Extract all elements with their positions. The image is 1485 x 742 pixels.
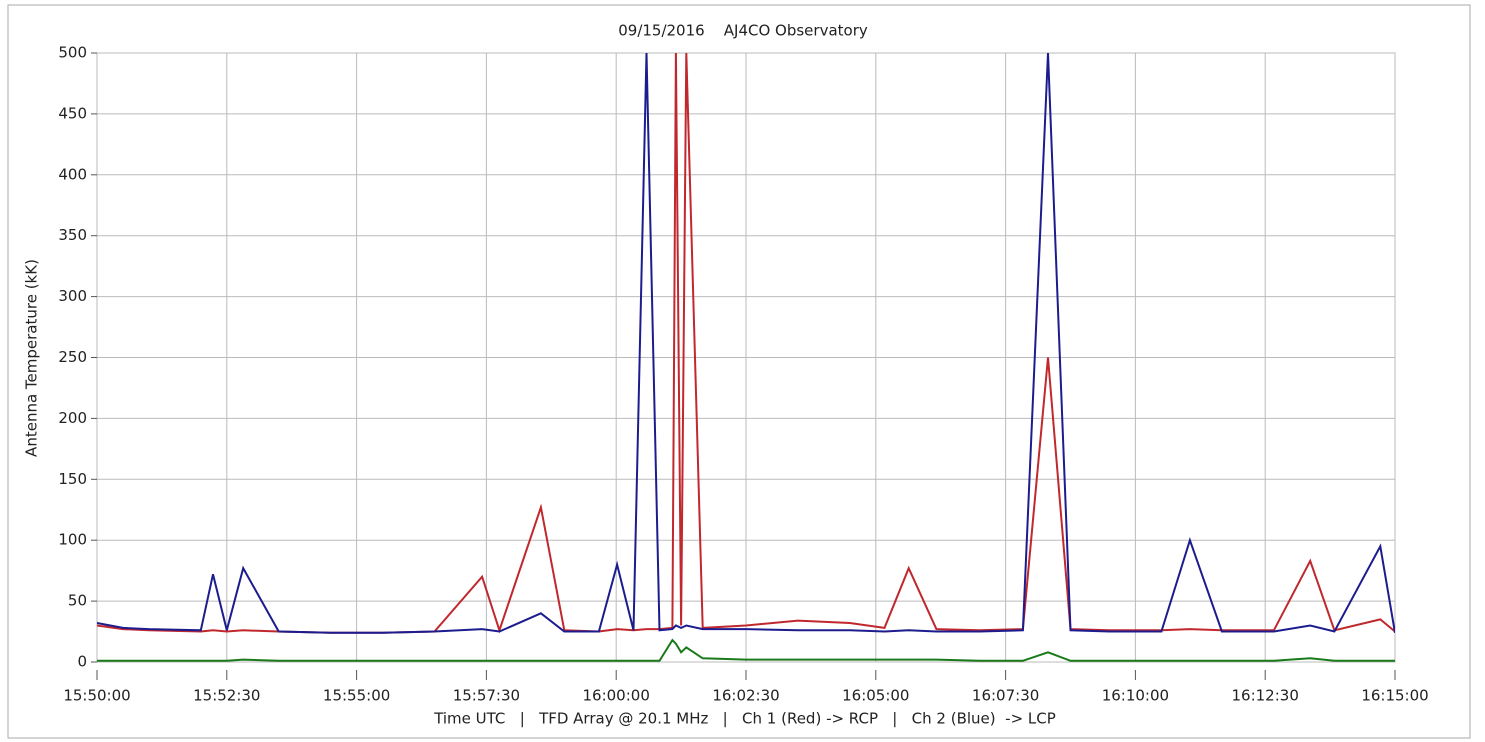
- y-tick-label: 450: [58, 104, 87, 122]
- series-line: [97, 53, 1395, 634]
- x-tick-label: 16:15:00: [1361, 687, 1428, 705]
- y-tick-label: 400: [58, 165, 87, 183]
- x-tick-label: 16:12:30: [1232, 687, 1299, 705]
- lines: [97, 53, 1395, 662]
- y-tick-label: 150: [58, 470, 87, 488]
- y-tick-label: 200: [58, 409, 87, 427]
- x-tick-label: 16:10:00: [1102, 687, 1169, 705]
- y-axis-label: Antenna Temperature (kK): [23, 259, 41, 457]
- chart-title: 09/15/2016 AJ4CO Observatory: [618, 22, 868, 40]
- y-tick-label: 100: [58, 531, 87, 549]
- series-line: [97, 638, 1395, 662]
- x-tick-label: 16:07:30: [972, 687, 1039, 705]
- y-tick-label: 0: [77, 653, 87, 671]
- x-tick-label: 15:52:30: [193, 687, 260, 705]
- y-tick-label: 50: [68, 592, 87, 610]
- x-tick-label: 16:02:30: [712, 687, 779, 705]
- x-tick-label: 16:05:00: [842, 687, 909, 705]
- x-tick-label: 15:50:00: [63, 687, 130, 705]
- y-tick-label: 300: [58, 287, 87, 305]
- y-tick-label: 350: [58, 226, 87, 244]
- x-tick-label: 15:57:30: [453, 687, 520, 705]
- y-tick-label: 500: [58, 44, 87, 62]
- x-tick-label: 16:00:00: [583, 687, 650, 705]
- grid: [96, 52, 1396, 663]
- x-tick-label: 15:55:00: [323, 687, 390, 705]
- y-tick-label: 250: [58, 348, 87, 366]
- x-axis-label: Time UTC | TFD Array @ 20.1 MHz | Ch 1 (…: [433, 710, 1056, 728]
